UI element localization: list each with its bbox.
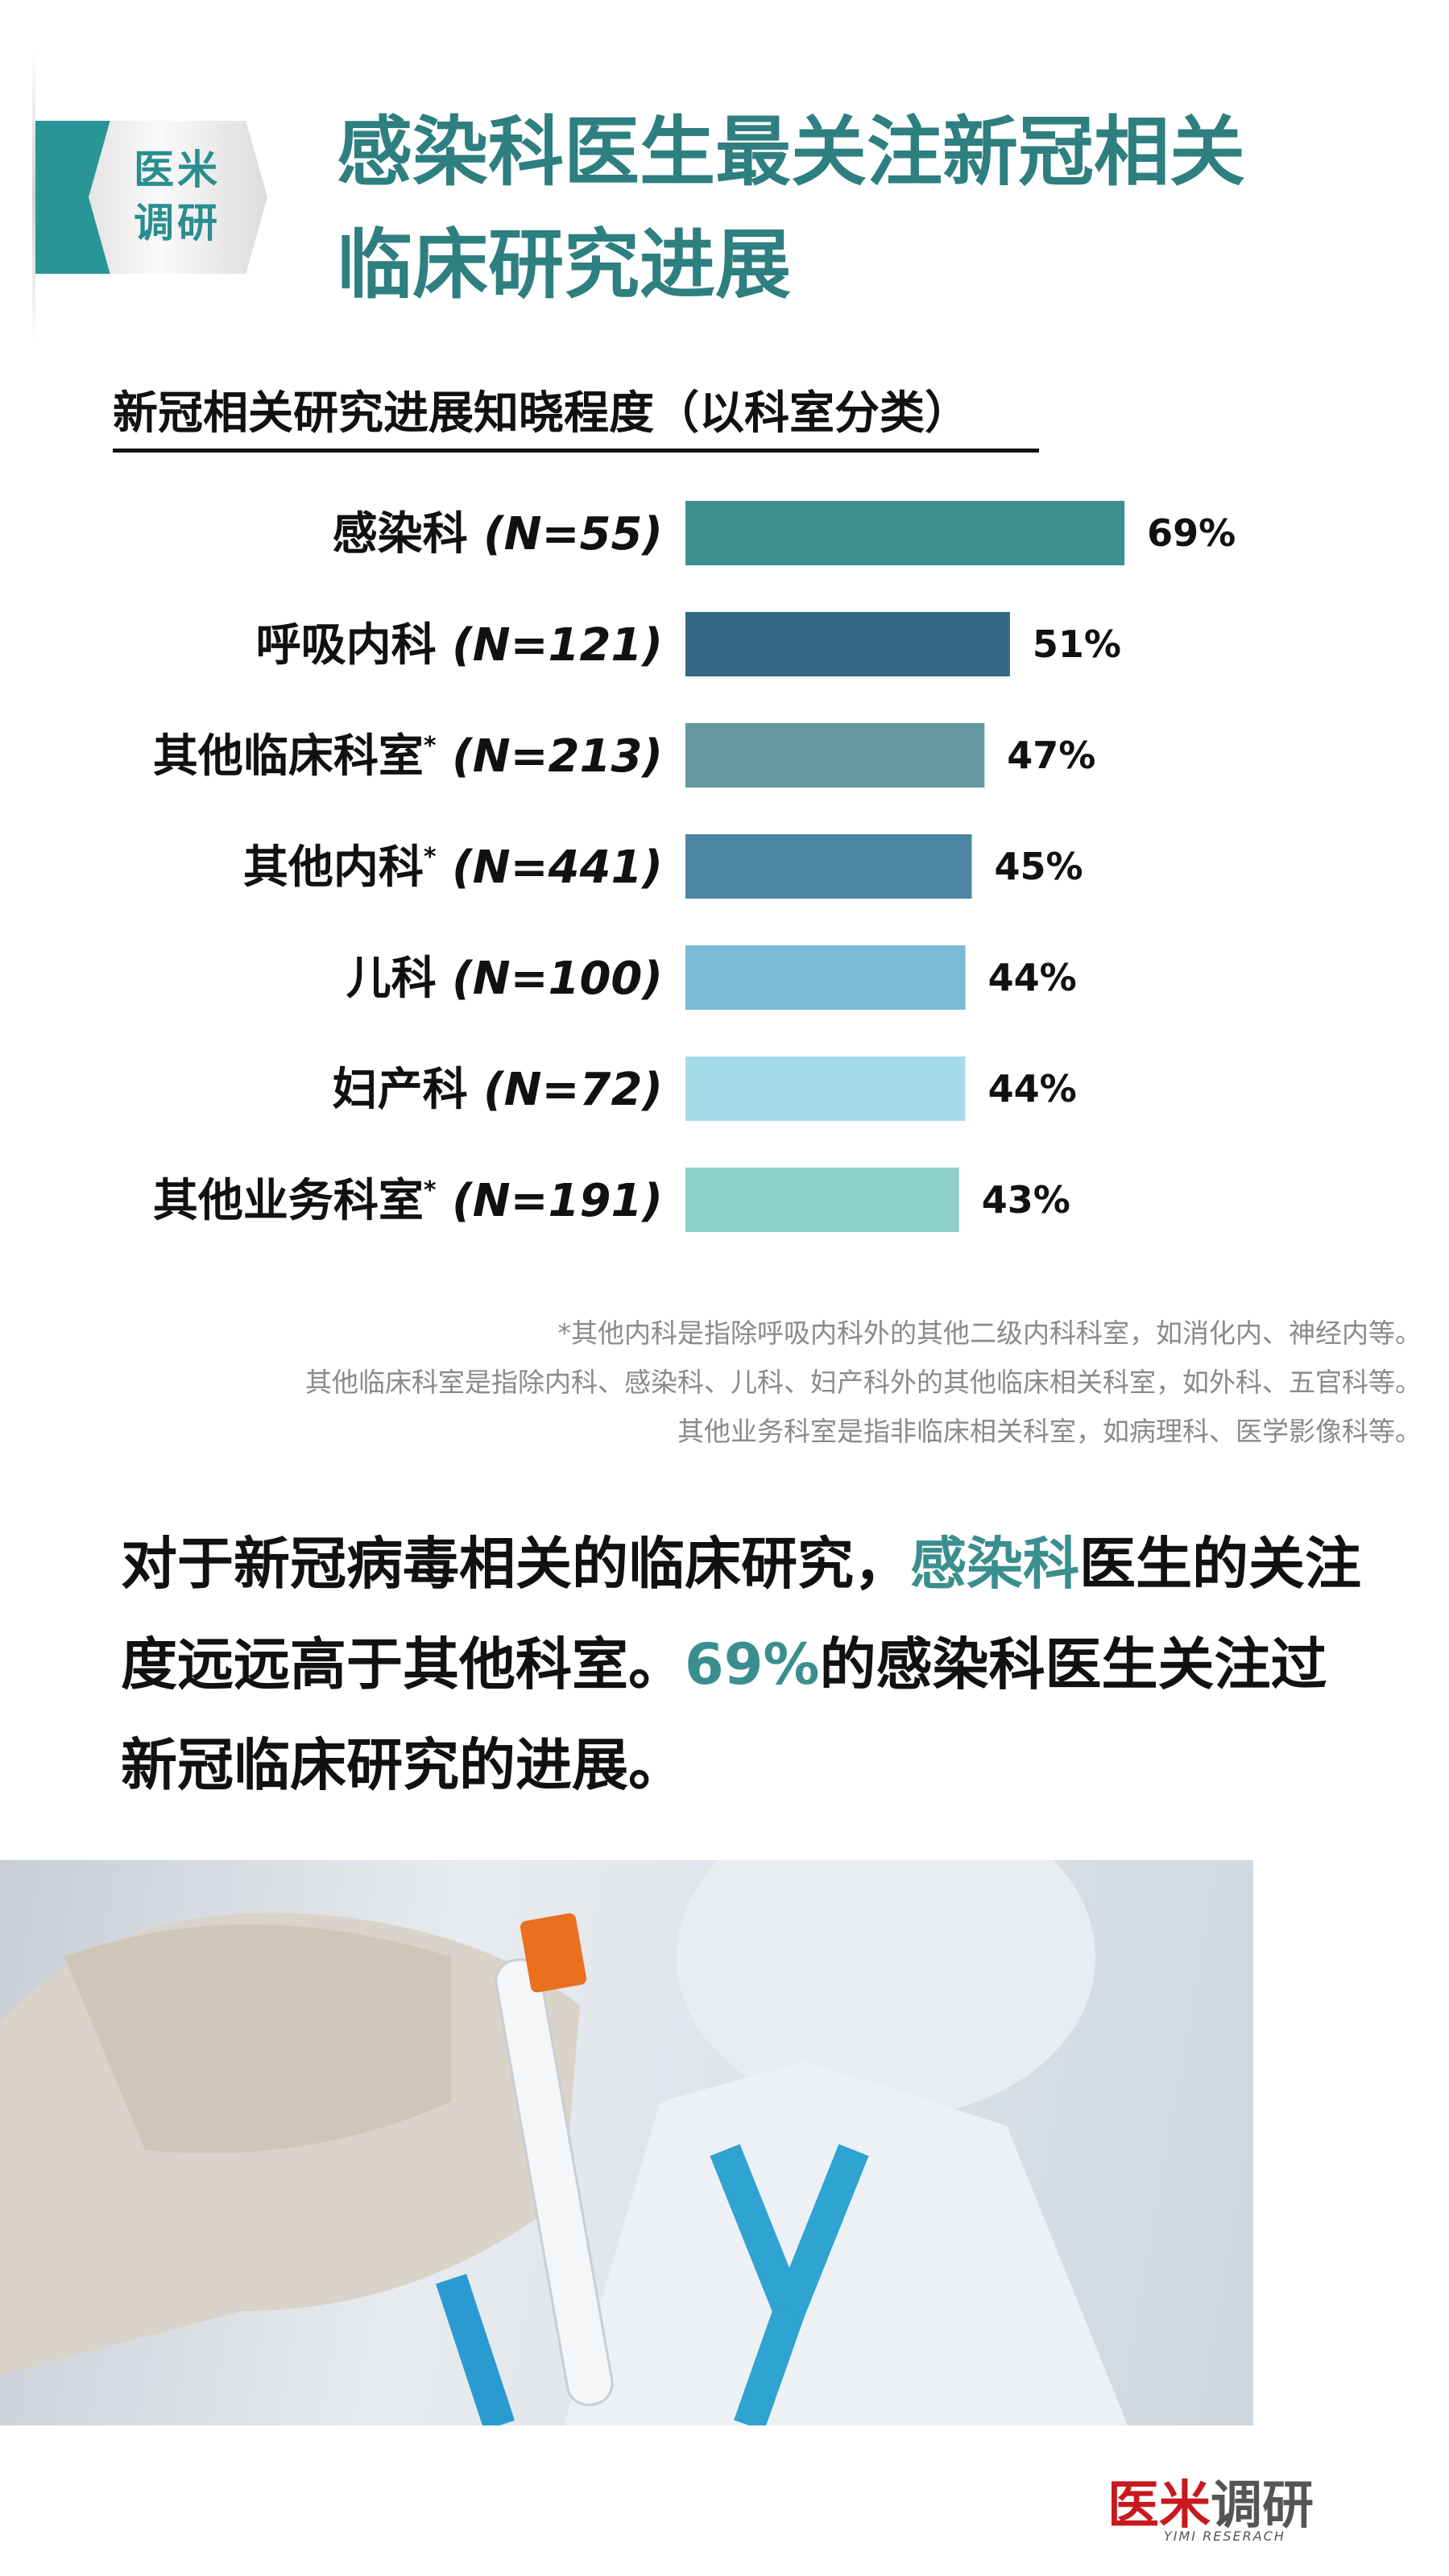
logo-gray: 调研 — [1211, 2475, 1314, 2536]
brand-logo: 医米调研 — [1107, 2464, 1314, 2538]
value-label: 45% — [995, 845, 1083, 888]
summary-text: 对于新冠病毒相关的临床研究， — [121, 1531, 910, 1597]
logo-subtitle: YIMI RESERACH — [1164, 2528, 1285, 2544]
value-label: 51% — [1033, 622, 1121, 666]
category-label: 其他临床科室* (N=213) — [153, 730, 663, 783]
decorative-divider — [32, 48, 35, 346]
category-label: 儿科 (N=100) — [346, 953, 663, 1005]
category-name: 其他临床科室 — [153, 730, 424, 783]
sample-size: (N=213) — [452, 730, 663, 783]
badge-hexagon — [89, 121, 267, 274]
sample-size: (N=55) — [468, 508, 663, 560]
category-name: 呼吸内科 — [256, 619, 437, 672]
title-line2: 临床研究进展 — [337, 221, 792, 309]
footnote: *其他内科是指除呼吸内科外的其他二级内科科室，如消化内、神经内等。 — [557, 1317, 1422, 1349]
page-title: 感染科医生最关注新冠相关 临床研究进展 — [337, 97, 1245, 322]
sample-size: (N=441) — [452, 841, 663, 894]
bar — [685, 723, 985, 788]
bar — [685, 501, 1125, 565]
value-label: 69% — [1147, 511, 1236, 555]
category-label: 呼吸内科 (N=121) — [256, 619, 663, 672]
summary-paragraph: 对于新冠病毒相关的临床研究，感染科医生的关注度远远高于其他科室。69%的感染科医… — [121, 1514, 1377, 1816]
value-label: 43% — [982, 1178, 1070, 1222]
value-label: 47% — [1007, 734, 1095, 777]
footnotes: *其他内科是指除呼吸内科外的其他二级内科科室，如消化内、神经内等。 其他临床科室… — [305, 1309, 1422, 1456]
value-label: 44% — [988, 956, 1077, 999]
footnote: 其他临床科室是指除内科、感染科、儿科、妇产科外的其他临床相关科室，如外科、五官科… — [305, 1367, 1422, 1398]
title-line1: 感染科医生最关注新冠相关 — [337, 109, 1246, 196]
summary-text: 医生的关注度远远高于其他科室。 — [121, 1531, 1361, 1697]
badge-line2: 调研 — [134, 200, 221, 246]
summary-text: 的感染科医生关注过新冠临床研究的进展。 — [121, 1631, 1327, 1798]
footnote: 其他业务科室是指非临床相关科室，如病理科、医学影像科等。 — [677, 1416, 1422, 1447]
footnote-marker: * — [424, 843, 437, 871]
lab-photo — [0, 1860, 1253, 2425]
category-label: 妇产科 (N=72) — [333, 1064, 663, 1116]
bar — [685, 612, 1010, 676]
category-name: 儿科 — [346, 953, 437, 1005]
category-label: 感染科 (N=55) — [333, 508, 663, 560]
value-label: 44% — [988, 1067, 1077, 1110]
bar — [685, 1168, 959, 1232]
category-label: 其他业务科室* (N=191) — [153, 1175, 663, 1227]
brand-badge: 医米 调研 — [121, 143, 234, 250]
photo-illustration — [0, 1860, 1128, 2425]
sample-size: (N=121) — [437, 619, 663, 672]
bar — [685, 1056, 966, 1121]
category-label: 其他内科* (N=441) — [243, 841, 663, 894]
summary-highlight: 感染科 — [910, 1531, 1079, 1597]
footnote-marker: * — [424, 1176, 437, 1205]
bar-chart: 感染科 (N=55) 69%呼吸内科 (N=121) 51%其他临床科室* (N=2… — [153, 501, 1236, 1232]
bar — [685, 834, 972, 899]
category-name: 妇产科 — [333, 1064, 468, 1116]
sample-size: (N=191) — [452, 1175, 663, 1227]
sample-size: (N=72) — [468, 1064, 663, 1116]
badge-line1: 医米 — [134, 147, 221, 193]
sample-size: (N=100) — [437, 953, 663, 1005]
category-name: 其他内科 — [243, 841, 424, 894]
category-name: 感染科 — [333, 508, 468, 560]
logo-red: 医米 — [1107, 2475, 1211, 2536]
chart-title: 新冠相关研究进展知晓程度（以科室分类） — [113, 377, 1039, 453]
category-name: 其他业务科室 — [153, 1175, 424, 1227]
summary-highlight: 69% — [685, 1631, 820, 1697]
footnote-marker: * — [424, 732, 437, 760]
bar — [685, 945, 966, 1010]
